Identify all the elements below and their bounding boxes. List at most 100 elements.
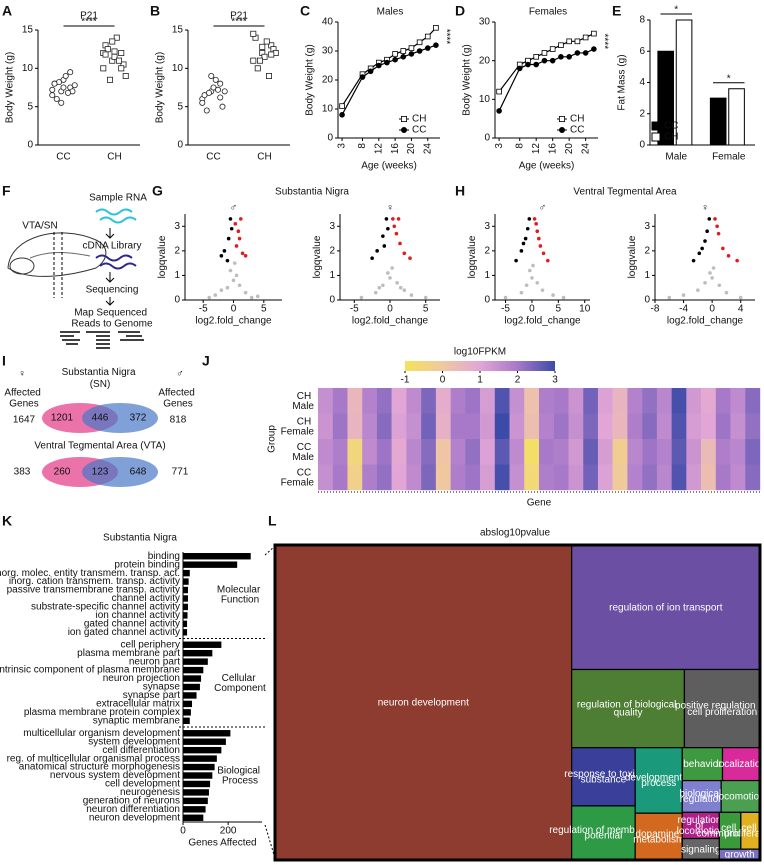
marker	[424, 33, 431, 40]
row-label: CC Male	[292, 441, 314, 462]
y-tick-label: 8	[639, 15, 645, 26]
y-tick-label: 1	[644, 270, 650, 281]
point	[228, 217, 233, 221]
marker	[359, 74, 366, 80]
legend-label: CC	[570, 125, 584, 136]
heat-cell	[524, 388, 540, 414]
heat-cell	[509, 413, 525, 440]
x-tick-label: CC	[56, 152, 70, 163]
marker	[533, 54, 539, 60]
heat-cell	[480, 464, 495, 491]
heat-cell	[406, 388, 422, 414]
y-tick-label: 0	[484, 133, 490, 144]
heat-cell	[553, 439, 569, 465]
point	[390, 266, 394, 270]
heat-cell	[347, 413, 363, 440]
venn-count: 123	[92, 467, 109, 478]
category-label: reg. of multicellular organismal process	[7, 753, 180, 764]
point	[375, 249, 379, 253]
brain-detail	[29, 252, 91, 259]
heat-cell	[642, 439, 658, 465]
x-tick-label: 0	[231, 304, 237, 315]
marker	[416, 39, 423, 46]
x-axis-label: log2.fold_change	[504, 316, 581, 327]
marker	[384, 59, 390, 66]
significance: ****	[598, 34, 609, 50]
heat-cell	[568, 388, 584, 414]
legend-label: CH	[412, 114, 426, 125]
panel-letter: D	[455, 3, 465, 19]
point	[535, 229, 540, 233]
chart-title: Substantia Nigra	[275, 187, 349, 198]
category-label: generation of neurons	[83, 796, 180, 807]
category-label: multicellular organism development	[23, 728, 180, 739]
bar	[709, 97, 727, 146]
point	[370, 256, 374, 261]
bar	[183, 717, 190, 725]
significance: ****	[81, 17, 97, 28]
heat-cell	[701, 439, 716, 465]
marker	[51, 80, 58, 87]
heat-cell	[686, 388, 702, 414]
treemap-label: neuron development	[378, 697, 469, 708]
heat-cell	[524, 413, 540, 440]
panel-letter: F	[2, 183, 11, 199]
heat-cell	[597, 388, 613, 414]
point	[721, 246, 725, 251]
bar	[183, 755, 217, 762]
panel-letter: H	[455, 183, 465, 199]
point	[237, 283, 242, 288]
marker	[60, 84, 67, 91]
y-axis-label: Group	[267, 425, 278, 453]
heat-cell	[465, 413, 481, 440]
category-label: plasma membrane protein complex	[24, 707, 180, 718]
point	[700, 246, 704, 251]
marker	[566, 38, 572, 45]
heat-cell	[627, 413, 643, 440]
heat-cell	[480, 388, 495, 414]
point	[240, 251, 245, 256]
heat-cell	[421, 464, 437, 491]
heat-cell	[568, 464, 584, 491]
legend-label: CH	[570, 114, 584, 125]
y-tick-label: 10	[22, 63, 34, 74]
treemap-label: response to toxic substance	[564, 769, 642, 786]
heat-cell	[347, 439, 363, 465]
point	[373, 290, 378, 295]
point	[229, 226, 234, 231]
heat-cell	[376, 464, 392, 491]
heat-cell	[583, 464, 599, 491]
treemap-cell	[571, 747, 636, 807]
marker	[250, 57, 257, 64]
point	[705, 229, 709, 233]
treemap-cell	[571, 805, 636, 861]
point	[530, 276, 534, 280]
sex-symbol: ♀	[18, 369, 26, 380]
x-tick-label: 0	[180, 826, 186, 837]
point	[255, 294, 260, 299]
heat-cell	[494, 464, 510, 491]
bar	[183, 780, 211, 788]
panel-letter: C	[300, 3, 310, 19]
heat-cell	[686, 464, 702, 491]
heat-cell	[421, 439, 437, 465]
panel-letter: A	[2, 3, 12, 19]
treemap-label: growth	[725, 849, 755, 860]
heat-cell	[376, 413, 392, 440]
marker	[257, 57, 264, 64]
x-axis-label: log2.fold_change	[352, 316, 429, 327]
heat-cell	[701, 413, 716, 440]
marker	[559, 116, 566, 123]
y-tick-label: 4	[639, 77, 645, 88]
heat-cell	[597, 439, 613, 465]
heat-cell	[450, 464, 466, 491]
x-tick-label: CC	[206, 152, 220, 163]
y-tick-label: 2	[174, 245, 180, 256]
point	[503, 295, 508, 300]
marker	[199, 99, 206, 106]
bar	[183, 709, 191, 716]
venn-title: Substantia Nigra (SN)	[62, 367, 139, 390]
point	[381, 234, 385, 238]
point	[402, 251, 407, 256]
